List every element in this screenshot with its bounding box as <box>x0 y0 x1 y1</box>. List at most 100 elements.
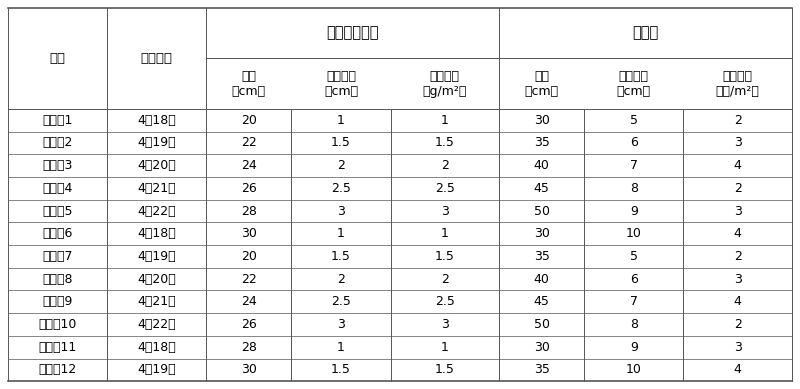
Text: 种植密度
（株/m²）: 种植密度 （株/m²） <box>716 70 760 98</box>
Text: 40: 40 <box>534 159 550 172</box>
Text: 10: 10 <box>626 363 642 377</box>
Text: 株距
（cm）: 株距 （cm） <box>525 70 558 98</box>
Text: 3: 3 <box>734 137 742 149</box>
Text: 5: 5 <box>630 250 638 263</box>
Text: 4月22日: 4月22日 <box>138 318 176 331</box>
Text: 9: 9 <box>630 205 638 217</box>
Text: 1: 1 <box>441 114 449 127</box>
Text: 26: 26 <box>241 182 257 195</box>
Text: 2.5: 2.5 <box>435 182 455 195</box>
Text: 实施例8: 实施例8 <box>42 273 73 286</box>
Text: 2: 2 <box>734 250 742 263</box>
Text: 4月18日: 4月18日 <box>138 114 176 127</box>
Text: 3: 3 <box>441 205 449 217</box>
Text: 2: 2 <box>441 159 449 172</box>
Text: 行距
（cm）: 行距 （cm） <box>232 70 266 98</box>
Text: 30: 30 <box>241 363 257 377</box>
Text: 1.5: 1.5 <box>435 137 455 149</box>
Text: 实施例2: 实施例2 <box>42 137 73 149</box>
Text: 30: 30 <box>534 114 550 127</box>
Text: 5: 5 <box>630 114 638 127</box>
Text: 2.5: 2.5 <box>331 182 351 195</box>
Text: 8: 8 <box>630 182 638 195</box>
Text: 实施例11: 实施例11 <box>38 341 77 354</box>
Text: 4: 4 <box>734 363 742 377</box>
Text: 24: 24 <box>241 159 257 172</box>
Text: 4月22日: 4月22日 <box>138 205 176 217</box>
Text: 22: 22 <box>241 273 257 286</box>
Text: 实施例10: 实施例10 <box>38 318 77 331</box>
Text: 30: 30 <box>534 227 550 240</box>
Text: 4: 4 <box>734 295 742 308</box>
Text: 实施例4: 实施例4 <box>42 182 73 195</box>
Text: 1: 1 <box>441 227 449 240</box>
Text: 4月21日: 4月21日 <box>138 295 176 308</box>
Text: 50: 50 <box>534 318 550 331</box>
Text: 45: 45 <box>534 295 550 308</box>
Text: 1.5: 1.5 <box>331 363 351 377</box>
Text: 实施例12: 实施例12 <box>38 363 77 377</box>
Text: 20: 20 <box>241 250 257 263</box>
Text: 1.5: 1.5 <box>435 363 455 377</box>
Text: 4月18日: 4月18日 <box>138 341 176 354</box>
Text: 2: 2 <box>734 318 742 331</box>
Text: 4: 4 <box>734 227 742 240</box>
Text: 28: 28 <box>241 205 257 217</box>
Text: 2: 2 <box>337 273 345 286</box>
Text: 45: 45 <box>534 182 550 195</box>
Text: 4月19日: 4月19日 <box>138 137 176 149</box>
Text: 向日葵: 向日葵 <box>633 26 658 40</box>
Text: 1.5: 1.5 <box>435 250 455 263</box>
Text: 7: 7 <box>630 159 638 172</box>
Text: 35: 35 <box>534 137 550 149</box>
Text: 2.5: 2.5 <box>435 295 455 308</box>
Text: 6: 6 <box>630 137 638 149</box>
Text: 实施例6: 实施例6 <box>42 227 73 240</box>
Text: 22: 22 <box>241 137 257 149</box>
Text: 4月20日: 4月20日 <box>138 159 176 172</box>
Text: 种植时间: 种植时间 <box>141 52 173 65</box>
Text: 35: 35 <box>534 250 550 263</box>
Text: 9: 9 <box>630 341 638 354</box>
Text: 2: 2 <box>441 273 449 286</box>
Text: 35: 35 <box>534 363 550 377</box>
Text: 30: 30 <box>534 341 550 354</box>
Text: 实施例3: 实施例3 <box>42 159 73 172</box>
Text: 6: 6 <box>630 273 638 286</box>
Text: 7: 7 <box>630 295 638 308</box>
Text: 1: 1 <box>441 341 449 354</box>
Text: 种植密度
（g/m²）: 种植密度 （g/m²） <box>422 70 467 98</box>
Text: 30: 30 <box>241 227 257 240</box>
Text: 28: 28 <box>241 341 257 354</box>
Text: 1: 1 <box>337 114 345 127</box>
Text: 1: 1 <box>337 227 345 240</box>
Text: 4月18日: 4月18日 <box>138 227 176 240</box>
Text: 2: 2 <box>734 182 742 195</box>
Text: 24: 24 <box>241 295 257 308</box>
Text: 2.5: 2.5 <box>331 295 351 308</box>
Text: 3: 3 <box>337 318 345 331</box>
Text: 3: 3 <box>441 318 449 331</box>
Text: 实施例5: 实施例5 <box>42 205 73 217</box>
Text: 1.5: 1.5 <box>331 137 351 149</box>
Text: 4: 4 <box>734 159 742 172</box>
Text: 8: 8 <box>630 318 638 331</box>
Text: 4月19日: 4月19日 <box>138 250 176 263</box>
Text: 50: 50 <box>534 205 550 217</box>
Text: 编号: 编号 <box>50 52 66 65</box>
Text: 3: 3 <box>734 205 742 217</box>
Text: 3: 3 <box>734 273 742 286</box>
Text: 多年生黑麦草: 多年生黑麦草 <box>326 26 379 40</box>
Text: 20: 20 <box>241 114 257 127</box>
Text: 实施例1: 实施例1 <box>42 114 73 127</box>
Text: 播种深度
（cm）: 播种深度 （cm） <box>324 70 358 98</box>
Text: 1: 1 <box>337 341 345 354</box>
Text: 4月21日: 4月21日 <box>138 182 176 195</box>
Text: 4月19日: 4月19日 <box>138 363 176 377</box>
Text: 1.5: 1.5 <box>331 250 351 263</box>
Text: 2: 2 <box>734 114 742 127</box>
Text: 4月20日: 4月20日 <box>138 273 176 286</box>
Text: 实施例7: 实施例7 <box>42 250 73 263</box>
Text: 实施例9: 实施例9 <box>42 295 73 308</box>
Text: 40: 40 <box>534 273 550 286</box>
